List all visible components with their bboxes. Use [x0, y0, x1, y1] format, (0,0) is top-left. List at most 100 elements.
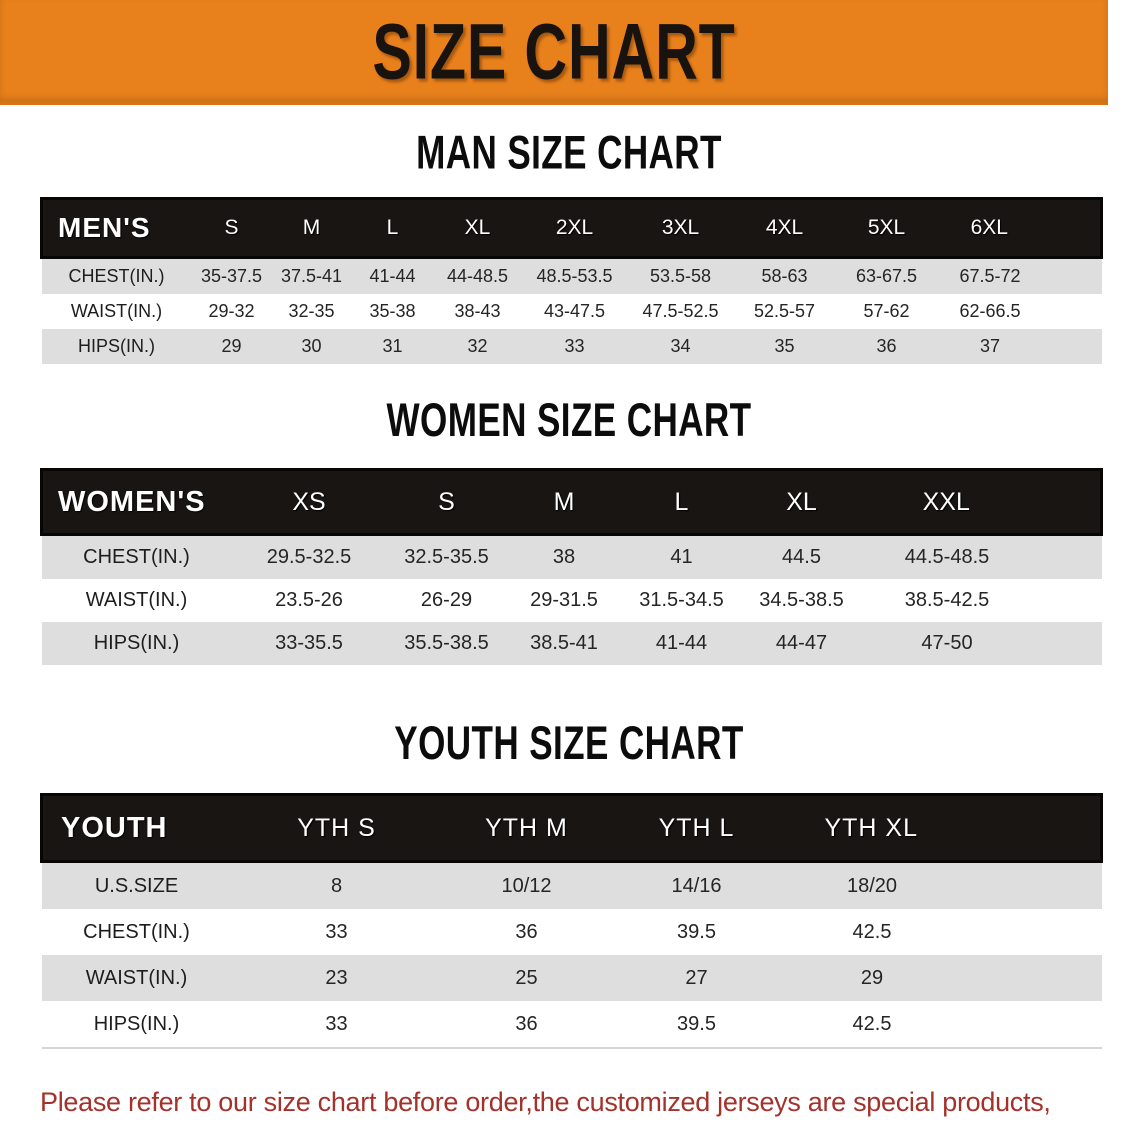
table-row: U.S.SIZE 8 10/12 14/16 18/20	[41, 860, 1102, 909]
table-row: CHEST(IN.) 33 36 39.5 42.5	[41, 909, 1102, 955]
size-value-cell: 29	[860, 966, 884, 989]
size-value-cell: 23.5-26	[275, 589, 343, 611]
size-chart-banner: SIZE CHART	[0, 0, 1108, 105]
size-value-cell: 33	[325, 920, 348, 943]
size-value-cell: 44-48.5	[446, 266, 509, 286]
table-row: HIPS(IN.) 33 36 39.5 42.5	[41, 1001, 1102, 1049]
size-value-cell: 35	[774, 336, 795, 356]
size-value-cell: 33-35.5	[275, 632, 343, 654]
men-size-section: MAN SIZE CHART MEN'S S M L XL 2XL 3XL 4XL 5XL 6XL…	[0, 125, 1138, 364]
size-value-cell: 38	[506, 533, 622, 579]
size-value-cell: 35-37.5	[200, 266, 263, 286]
column-header: YTH XL	[824, 813, 919, 842]
size-value-cell: 41-44	[369, 266, 416, 286]
size-value-cell: 44.5	[741, 533, 862, 579]
size-value-cell: 37	[979, 336, 1001, 356]
row-label: HIPS(IN.)	[41, 1001, 232, 1049]
column-header: 4XL	[765, 216, 804, 239]
table-row: HIPS(IN.) 33-35.5 35.5-38.5 38.5-41 41-44 44-…	[41, 622, 1102, 665]
size-value-cell: 36	[876, 336, 897, 356]
size-value-cell: 42.5	[781, 1001, 1102, 1049]
men-section-title-text: MAN SIZE CHART	[416, 125, 722, 180]
column-header: XL	[464, 216, 491, 239]
size-value-cell: 44-47	[775, 632, 828, 654]
women-size-table: WOMEN'S XS S M L XL XXL CHEST(IN.) 29.5-32.5 32.5…	[40, 468, 1103, 665]
size-header-row: WOMEN'S XS S M L XL XXL	[41, 469, 1102, 535]
size-value-cell: 29.5-32.5	[231, 533, 387, 579]
size-value-cell: 25	[515, 966, 538, 989]
disclaimer: Please refer to our size chart before or…	[40, 1079, 1138, 1132]
youth-section-title: YOUTH SIZE CHART	[0, 715, 1138, 770]
row-label: HIPS(IN.)	[93, 632, 180, 654]
size-value-cell: 38-43	[454, 301, 501, 321]
size-value-cell: 39.5	[677, 920, 716, 943]
size-value-cell: 36	[515, 920, 538, 943]
size-value-cell: 34.5-38.5	[759, 589, 844, 611]
table-group-label: MEN'S	[58, 212, 151, 243]
table-row: CHEST(IN.) 35-37.5 37.5-41 41-44 44-48.5 48.5…	[41, 257, 1102, 294]
size-value-cell: 35-38	[369, 301, 416, 321]
size-value-cell: 37.5-41	[280, 266, 343, 286]
size-value-cell: 31.5-34.5	[639, 589, 724, 611]
women-section-title-text: WOMEN SIZE CHART	[386, 392, 752, 447]
row-label: WAIST(IN.)	[85, 589, 188, 611]
size-value-cell: 44.5-48.5	[861, 533, 1102, 579]
size-value-cell: 47.5-52.5	[642, 301, 719, 321]
youth-section-title-text: YOUTH SIZE CHART	[394, 715, 744, 770]
size-value-cell: 10/12	[441, 860, 612, 909]
table-row: WAIST(IN.) 23.5-26 26-29 29-31.5 31.5-34.5 34…	[41, 579, 1102, 622]
size-value-cell: 32	[467, 336, 488, 356]
size-value-cell: 18/20	[781, 860, 1102, 909]
size-value-cell: 35.5-38.5	[404, 632, 489, 654]
women-size-section: WOMEN SIZE CHART WOMEN'S XS S M L XL XXL CHEST(…	[0, 392, 1138, 665]
size-value-cell: 29	[221, 336, 242, 356]
row-label: U.S.SIZE	[41, 860, 232, 909]
size-value-cell: 57-62	[863, 301, 910, 321]
women-section-title: WOMEN SIZE CHART	[0, 392, 1138, 447]
column-header: L	[674, 487, 689, 516]
size-value-cell: 42.5	[852, 920, 892, 943]
table-row: CHEST(IN.) 29.5-32.5 32.5-35.5 38 41 44.5 44.5…	[41, 533, 1102, 579]
size-value-cell: 48.5-53.5	[536, 266, 613, 286]
disclaimer-line-1: Please refer to our size chart before or…	[40, 1087, 1051, 1117]
size-value-cell: 47-50	[921, 632, 973, 654]
column-header: YTH M	[485, 813, 568, 842]
size-value-cell: 43-47.5	[543, 301, 606, 321]
column-header: 3XL	[661, 216, 700, 239]
row-label: CHEST(IN.)	[83, 920, 190, 943]
size-value-cell: 8	[231, 860, 442, 909]
column-header: YTH S	[297, 813, 376, 842]
men-section-title: MAN SIZE CHART	[0, 125, 1138, 180]
table-group-label: WOMEN'S	[58, 485, 206, 518]
size-value-cell: 36	[441, 1001, 612, 1049]
size-value-cell: 32-35	[288, 301, 335, 321]
table-row: WAIST(IN.) 23 25 27 29	[41, 955, 1102, 1001]
size-value-cell: 41	[621, 533, 742, 579]
size-value-cell: 30	[301, 336, 322, 356]
row-label: CHEST(IN.)	[41, 533, 232, 579]
row-label: CHEST(IN.)	[68, 266, 165, 286]
youth-size-table: YOUTH YTH S YTH M YTH L YTH XL U.S.SIZE 8 10/12…	[40, 793, 1103, 1049]
size-value-cell: 31	[382, 336, 403, 356]
row-label: WAIST(IN.)	[85, 966, 188, 989]
table-row: WAIST(IN.) 29-32 32-35 35-38 38-43 43-47.5 47.…	[41, 294, 1102, 329]
size-value-cell: 26-29	[420, 589, 473, 611]
size-value-cell: 14/16	[611, 860, 782, 909]
column-header: S	[224, 216, 239, 239]
size-value-cell: 41-44	[655, 632, 708, 654]
youth-size-section: YOUTH SIZE CHART YOUTH YTH S YTH M YTH L YTH…	[0, 715, 1138, 1049]
size-header-row: YOUTH YTH S YTH M YTH L YTH XL	[41, 794, 1102, 862]
size-value-cell: 38.5-42.5	[904, 589, 990, 611]
column-header: S	[438, 487, 455, 516]
column-header: YTH L	[658, 813, 735, 842]
disclaimer-line-2: we don't accept cancel, change, teturn o…	[40, 1126, 1138, 1132]
column-header: L	[386, 216, 399, 239]
column-header: M	[553, 487, 575, 516]
table-row: HIPS(IN.) 29 30 31 32 33 34 35 36 37	[41, 329, 1102, 364]
column-header: XXL	[922, 487, 970, 516]
size-value-cell: 29-31.5	[530, 589, 598, 611]
size-value-cell: 34	[670, 336, 691, 356]
banner-title: SIZE CHART	[372, 7, 736, 95]
size-value-cell: 32.5-35.5	[386, 533, 507, 579]
size-value-cell: 38.5-41	[530, 632, 598, 654]
